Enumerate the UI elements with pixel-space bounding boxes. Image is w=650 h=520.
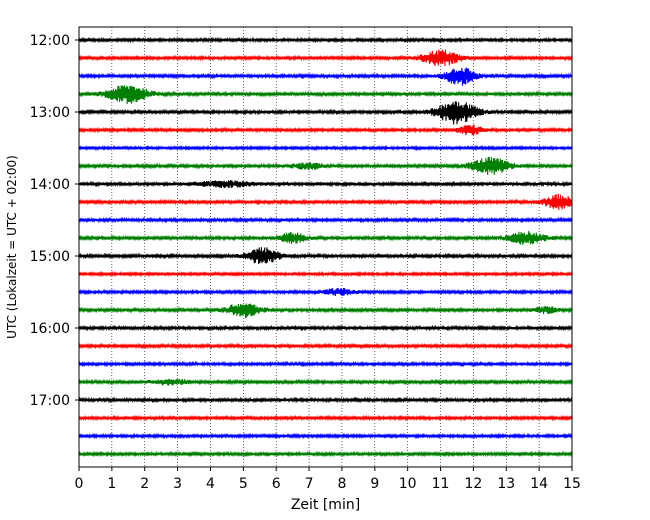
x-tick-label: 3: [173, 476, 182, 492]
trace-1200: [78, 36, 573, 44]
trace-1600: [78, 324, 573, 332]
x-tick-label: 4: [206, 476, 215, 492]
x-axis-label: Zeit [min]: [291, 497, 360, 513]
x-tick-label: 8: [337, 476, 346, 492]
trace-1300: [78, 101, 573, 125]
x-tick-label: 13: [497, 476, 515, 492]
trace-1645: [78, 378, 573, 386]
y-axis-ticks: 12:00 13:00 14:00 15:00 16:00 17:00: [30, 33, 79, 409]
trace-1230: [78, 67, 573, 86]
trace-1415: [78, 193, 573, 210]
trace-1515: [78, 270, 573, 278]
trace-1400: [78, 180, 573, 189]
trace-1745: [78, 450, 573, 458]
x-tick-label: 11: [432, 476, 450, 492]
x-axis-ticks: 0 1 2 3 4 5 6 7 8 9 10 11 12 13 14 15: [75, 467, 581, 492]
x-tick-label: 15: [563, 476, 581, 492]
x-tick-label: 9: [370, 476, 379, 492]
x-tick-label: 7: [305, 476, 314, 492]
x-tick-label: 5: [239, 476, 248, 492]
grid-lines: [111, 27, 540, 467]
trace-1700: [78, 396, 573, 404]
trace-1615: [78, 342, 573, 350]
y-axis-label: UTC (Lokalzeit = UTC + 02:00): [5, 155, 19, 339]
y-tick-label: 14:00: [30, 177, 70, 193]
trace-1445: [78, 230, 573, 245]
trace-1315: [78, 124, 573, 136]
x-tick-label: 14: [530, 476, 548, 492]
y-tick-label: 13:00: [30, 105, 70, 121]
trace-1630: [78, 360, 573, 368]
y-tick-label: 17:00: [30, 393, 70, 409]
y-tick-label: 12:00: [30, 33, 70, 49]
trace-1545: [78, 303, 573, 318]
trace-1500: [78, 247, 573, 265]
trace-1715: [78, 414, 573, 422]
trace-1345: [78, 156, 573, 176]
trace-1430: [78, 216, 573, 224]
plot-frame: [78, 26, 573, 468]
x-tick-label: 10: [399, 476, 417, 492]
trace-1215: [78, 49, 573, 67]
trace-1245: [78, 85, 573, 105]
y-tick-label: 16:00: [30, 321, 70, 337]
x-tick-label: 6: [272, 476, 281, 492]
trace-1530: [78, 287, 573, 297]
x-tick-label: 1: [107, 476, 116, 492]
trace-lines: [78, 36, 573, 458]
y-tick-label: 15:00: [30, 249, 70, 265]
x-tick-label: 0: [75, 476, 84, 492]
x-tick-label: 12: [464, 476, 482, 492]
trace-1330: [78, 144, 573, 152]
x-tick-label: 2: [140, 476, 149, 492]
trace-1730: [78, 432, 573, 440]
